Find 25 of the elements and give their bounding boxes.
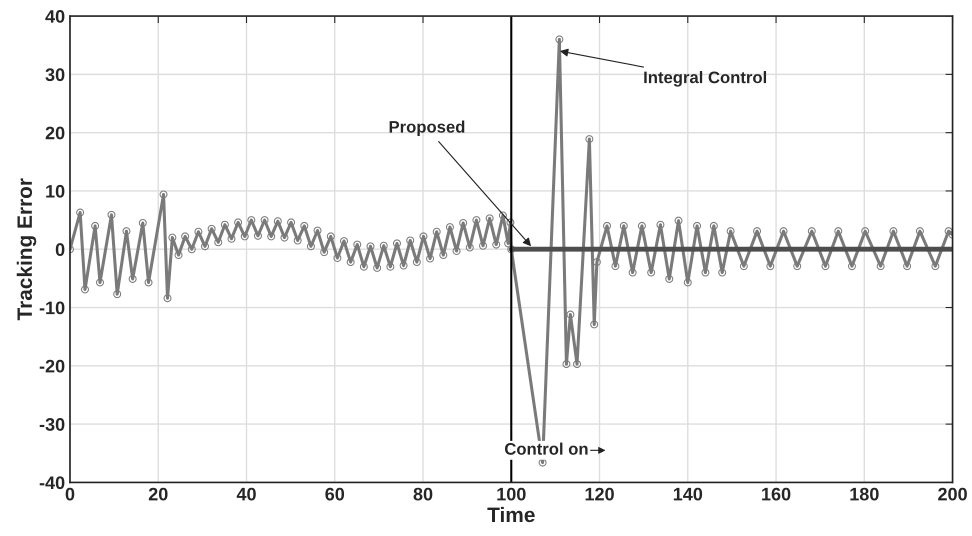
x-tick-label: 120 [586, 488, 614, 501]
y-tick-label: -10 [40, 301, 64, 314]
x-tick-label: 160 [762, 488, 790, 501]
y-tick-label: 30 [45, 68, 64, 82]
x-tick-label: 0 [66, 488, 74, 501]
y-tick-label: 40 [45, 10, 64, 23]
y-tick-label: 0 [56, 243, 64, 256]
annotation: Proposed [390, 120, 464, 136]
x-tick-label: 140 [674, 488, 702, 501]
x-tick-label: 40 [236, 488, 256, 501]
x-axis-title: Time [487, 506, 535, 522]
x-tick-label: 100 [497, 488, 526, 501]
annotation: Integral Control [644, 71, 766, 87]
x-tick-label: 20 [148, 488, 168, 501]
y-tick-label: -40 [40, 476, 64, 490]
x-tick-label: 180 [850, 488, 879, 501]
y-tick-label: 20 [46, 126, 64, 140]
y-tick-label: -30 [40, 418, 64, 431]
y-axis-title: Tracking Error [16, 178, 36, 320]
x-tick-label: 80 [414, 488, 432, 501]
x-tick-label: 60 [325, 488, 344, 501]
y-tick-label: -20 [40, 360, 64, 373]
y-tick-label: 10 [46, 184, 64, 198]
x-tick-label: 200 [938, 488, 967, 501]
annotation: Control on [505, 442, 588, 455]
